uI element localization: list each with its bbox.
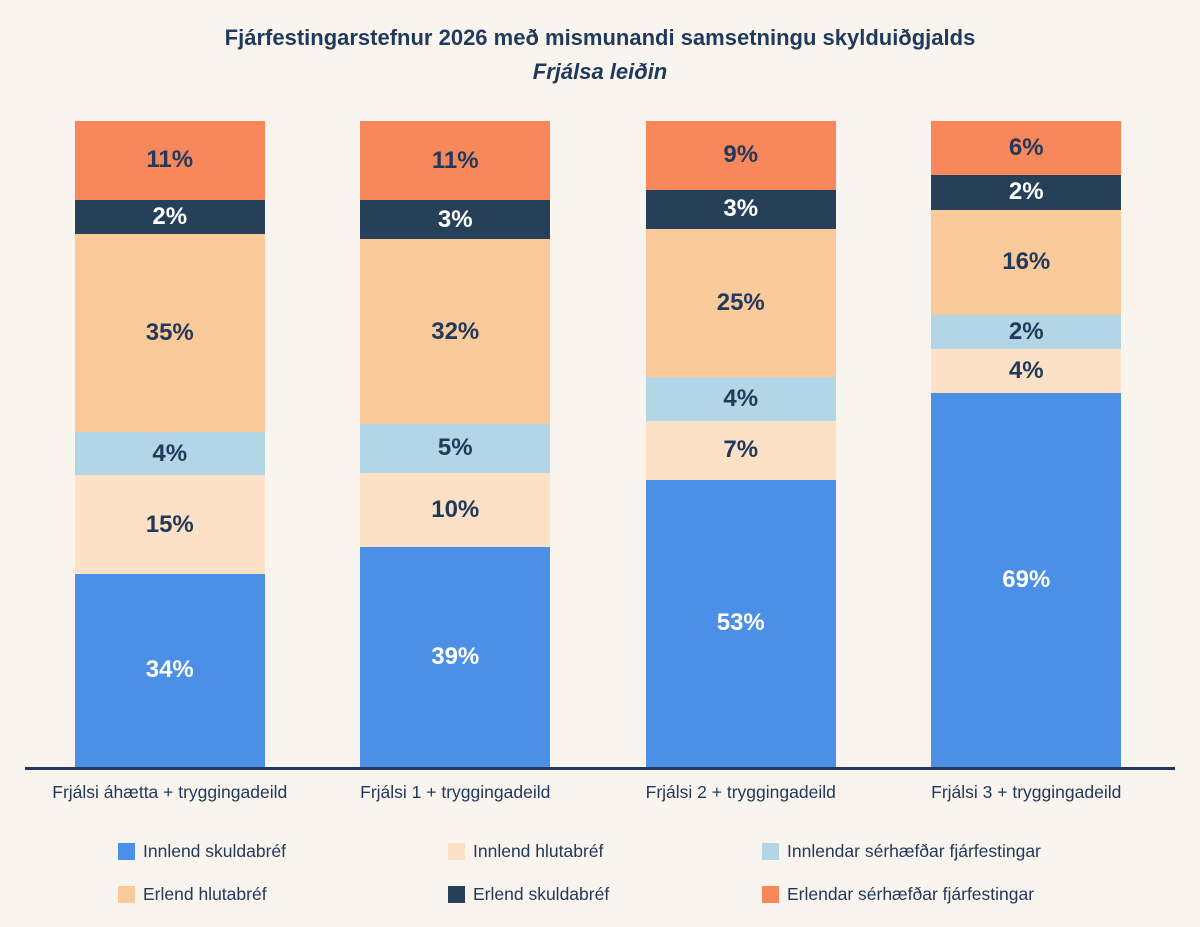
bar-segment: 4% [74,431,265,476]
segment-value-label: 11% [146,146,194,174]
bar-segment: 2% [931,314,1122,349]
legend-label: Erlendar sérhæfðar fjárfestingar [787,884,1035,904]
legend-swatch [118,886,135,903]
x-axis-line [25,767,1175,770]
legend-swatch [762,843,779,860]
bar-segment: 5% [360,423,551,474]
bar-column: 9% 3% 25% 4% 7% 53% [645,121,836,767]
bar-cell: 11% 2% 35% 4% 15% 34% [27,121,313,767]
bar-segment: 69% [931,393,1122,767]
bar-segment: 3% [645,189,836,229]
bar-column: 6% 2% 16% 2% 4% 69% [931,121,1122,767]
bar-segment: 9% [645,121,836,190]
bar-segment: 4% [645,376,836,421]
segment-value-label: 7% [723,436,759,464]
legend-label: Innlend skuldabréf [143,841,287,861]
bar-segment: 6% [931,121,1122,176]
segment-value-label: 35% [145,318,194,346]
segment-value-label: 25% [716,288,765,316]
bar-segment: 15% [74,475,265,574]
segment-value-label: 2% [1008,178,1044,206]
bar-cell: 9% 3% 25% 4% 7% 53% [598,121,884,767]
legend-item: Erlend skuldabréf [448,884,762,905]
segment-value-label: 15% [145,510,194,538]
bar-segment: 10% [360,473,551,548]
segment-value-label: 69% [1002,566,1051,594]
segment-value-label: 2% [1008,317,1044,345]
bar-segment: 32% [360,239,551,424]
legend-label: Erlend skuldabréf [473,884,610,904]
segment-value-label: 11% [431,146,479,174]
segment-value-label: 3% [437,205,473,233]
bar-segment: 34% [74,573,265,767]
bar-segment: 16% [931,209,1122,315]
bar-segment: 11% [360,121,551,201]
legend-swatch [762,886,779,903]
legend-item: Erlendar sérhæfðar fjárfestingar [762,884,1200,905]
legend-label: Innlend hlutabréf [473,841,604,861]
bar-segment: 25% [645,228,836,377]
segment-value-label: 3% [723,195,759,223]
segment-value-label: 5% [437,434,473,462]
segment-value-label: 4% [1008,356,1044,384]
bar-segment: 3% [360,200,551,240]
bar-segment: 7% [645,420,836,480]
segment-value-label: 6% [1008,134,1044,162]
category-label: Frjálsi 3 + tryggingadeild [931,782,1122,802]
bar-cell: 6% 2% 16% 2% 4% 69% [884,121,1170,767]
category-label: Frjálsi áhætta + tryggingadeild [52,782,288,802]
legend-item: Erlend hlutabréf [118,884,448,905]
category-label: Frjálsi 1 + tryggingadeild [360,782,551,802]
segment-value-label: 16% [1002,248,1051,276]
segment-value-label: 10% [431,496,480,524]
bar-cell: 11% 3% 32% 5% 10% 39% [313,121,599,767]
legend-swatch [448,886,465,903]
bar-column: 11% 2% 35% 4% 15% 34% [74,121,265,767]
bar-segment: 11% [74,121,265,200]
legend-label: Innlendar sérhæfðar fjárfestingar [787,841,1041,861]
segment-value-label: 39% [431,643,480,671]
legend-item: Innlendar sérhæfðar fjárfestingar [762,841,1200,862]
chart-title: Fjárfestingarstefnur 2026 með mismunandi… [224,25,976,50]
segment-value-label: 9% [723,141,759,169]
segment-value-label: 4% [152,439,188,467]
bar-segment: 35% [74,233,265,432]
segment-value-label: 34% [145,656,194,684]
legend-item: Innlend skuldabréf [118,841,448,862]
segment-value-label: 2% [152,202,188,230]
bar-segment: 53% [645,479,836,767]
segment-value-label: 53% [716,609,765,637]
legend: Innlend skuldabréf Innlend hlutabréf Innle… [118,841,1200,905]
category-label: Frjálsi 2 + tryggingadeild [645,782,836,802]
category-axis: Frjálsi áhætta + tryggingadeild Frjálsi 1… [27,782,1169,803]
legend-swatch [118,843,135,860]
chart-area: 11% 2% 35% 4% 15% 34% 11% 3% 32% 5% 10% 39% 9% 3% 25% 4… [27,121,1169,767]
legend-label: Erlend hlutabréf [143,884,267,904]
bar-segment: 39% [360,547,551,767]
bar-segment: 4% [931,348,1122,394]
chart-subtitle: Frjálsa leiðin [532,59,668,84]
bar-segment: 2% [74,199,265,234]
segment-value-label: 32% [431,317,480,345]
legend-item: Innlend hlutabréf [448,841,762,862]
legend-swatch [448,843,465,860]
bar-column: 11% 3% 32% 5% 10% 39% [360,121,551,767]
bar-segment: 2% [931,175,1122,210]
segment-value-label: 4% [723,384,759,412]
